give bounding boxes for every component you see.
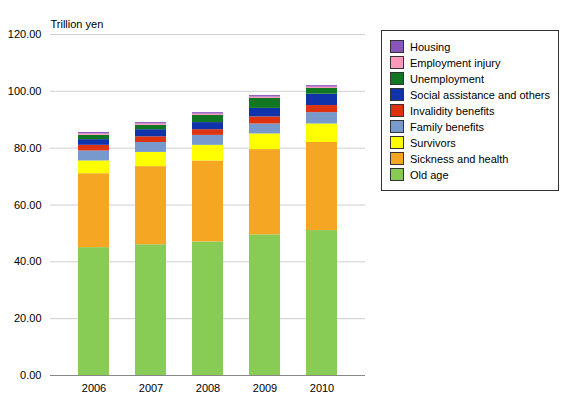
- svg-text:2007: 2007: [139, 382, 163, 394]
- html-text:Survivors: Survivors: [410, 136, 456, 149]
- svg-text:2009: 2009: [253, 382, 277, 394]
- svg-text:2006: 2006: [82, 382, 106, 394]
- svg-text:40.00: 40.00: [14, 255, 42, 267]
- html-text:Family benefits: Family benefits: [410, 120, 484, 133]
- html-text:Sickness and health: Sickness and health: [410, 152, 509, 165]
- html-text:Employment injury: Employment injury: [410, 56, 501, 69]
- html-text:Housing: Housing: [410, 40, 451, 53]
- svg-text:Trillion yen: Trillion yen: [51, 18, 104, 30]
- svg-text:80.00: 80.00: [14, 142, 42, 154]
- svg-text:120.00: 120.00: [8, 28, 42, 40]
- svg-text:2010: 2010: [310, 382, 334, 394]
- html-text:Unemployment: Unemployment: [410, 72, 484, 85]
- svg-text:20.00: 20.00: [14, 312, 42, 324]
- svg-text:100.00: 100.00: [8, 85, 42, 97]
- html-text:Social assistance and others: Social assistance and others: [410, 88, 550, 101]
- html-text:Invalidity benefits: Invalidity benefits: [410, 104, 495, 117]
- html-text:Old age: Old age: [410, 168, 449, 181]
- svg-text:2008: 2008: [196, 382, 220, 394]
- svg-text:60.00: 60.00: [14, 199, 42, 211]
- svg-text:0.00: 0.00: [20, 369, 41, 381]
